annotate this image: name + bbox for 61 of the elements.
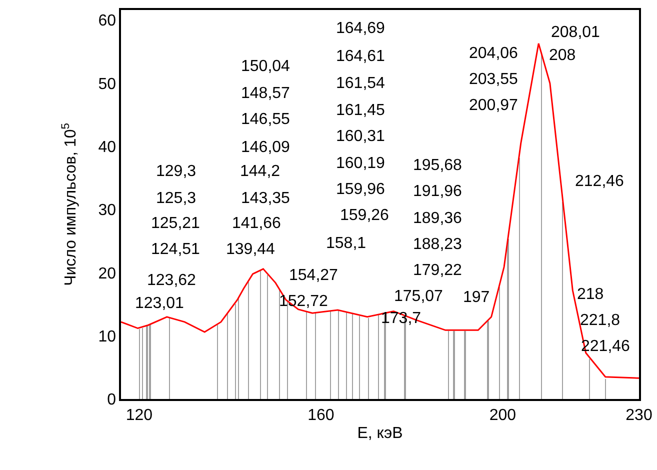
line-series (121, 42, 639, 379)
annotation: 129,3 (156, 163, 196, 180)
x-tick-label: 160 (308, 406, 334, 424)
annotation: 197 (463, 289, 490, 306)
annotation: 159,26 (340, 207, 390, 224)
annotation: 125,21 (151, 215, 200, 232)
annotation: 159,96 (336, 181, 386, 198)
annotation: 164,69 (336, 20, 386, 37)
annotation: 124,51 (151, 241, 200, 258)
y-tick-label: 20 (98, 265, 116, 282)
x-axis-title: E, кэВ (357, 425, 403, 442)
annotation: 179,22 (413, 262, 462, 279)
annotation: 218 (577, 286, 604, 303)
annotation: 139,44 (226, 241, 276, 258)
y-tick-label: 30 (98, 202, 116, 220)
annotation: 173,7 (381, 310, 422, 327)
bar (146, 326, 148, 399)
annotation: 123,01 (135, 295, 184, 312)
bar (487, 321, 489, 399)
y-tick-label: 60 (98, 12, 116, 30)
bar (507, 239, 509, 399)
annotation: 146,09 (241, 139, 290, 156)
x-tick-label: 230 (626, 406, 652, 424)
annotation: 195,68 (413, 157, 462, 174)
annotation: 158,1 (326, 235, 366, 252)
y-tick-label: 0 (107, 392, 116, 409)
annotation: 208,01 (551, 24, 600, 41)
annotation: 200,97 (469, 97, 518, 114)
annotation: 203,55 (469, 71, 518, 88)
annotation: 141,66 (232, 215, 282, 232)
annotation: 212,46 (575, 173, 624, 190)
x-tick-label: 120 (126, 406, 153, 424)
annotation: 160,19 (336, 155, 386, 172)
annotation: 148,57 (241, 85, 290, 102)
bar (464, 331, 466, 399)
annotation: 175,07 (394, 288, 444, 305)
annotation: 188,23 (413, 236, 462, 253)
annotation: 161,54 (336, 75, 386, 92)
annotation: 164,61 (336, 48, 386, 65)
annotation: 160,31 (336, 128, 386, 145)
annotation: 161,45 (336, 102, 386, 119)
annotation: 189,36 (413, 210, 462, 227)
y-tick-label: 40 (98, 139, 116, 156)
y-tick-label: 10 (98, 328, 116, 346)
annotation: 154,27 (289, 267, 338, 284)
annotation: 125,3 (156, 190, 196, 207)
annotation: 143,35 (241, 190, 290, 207)
y-tick-label: 50 (98, 76, 116, 93)
annotation: 150,04 (241, 58, 290, 75)
annotation: 146,55 (241, 111, 290, 128)
x-tick-label: 200 (489, 406, 516, 424)
annotation: 144,2 (240, 163, 280, 180)
bar (453, 331, 455, 399)
bar (384, 314, 386, 399)
bar (404, 316, 406, 399)
annotation: 123,62 (147, 272, 196, 289)
annotation: 208 (549, 47, 576, 64)
annotation: 221,8 (580, 312, 620, 329)
bar (149, 324, 151, 399)
annotation: 204,06 (469, 45, 518, 62)
annotation: 191,96 (413, 183, 462, 200)
